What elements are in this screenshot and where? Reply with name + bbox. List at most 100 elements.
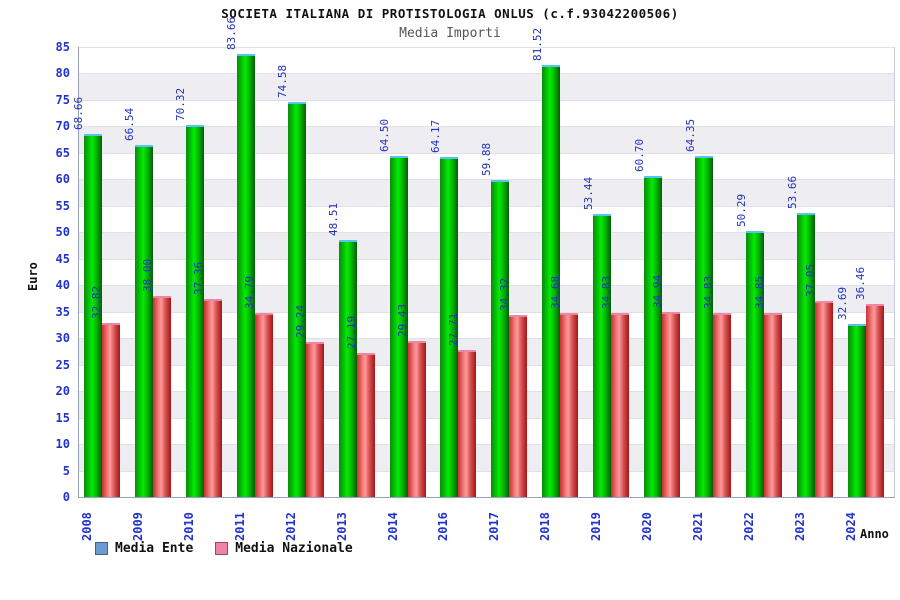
- x-tick-label-2011: 2011: [232, 512, 247, 541]
- gridline: [79, 258, 894, 260]
- bar-media-nazionale-2013: [356, 353, 375, 497]
- y-tick-label: 75: [55, 92, 70, 107]
- bar-value-label: 32.69: [836, 286, 850, 320]
- bar-media-ente-2010: [185, 124, 204, 497]
- x-tick-label-2017: 2017: [487, 512, 502, 541]
- bar-media-ente-2011: [236, 54, 255, 497]
- bar-media-nazionale-2009: [152, 295, 171, 497]
- y-tick-label: 65: [55, 145, 70, 160]
- bar-value-label: 29.43: [396, 304, 410, 338]
- bar-media-nazionale-2021: [713, 312, 732, 497]
- gridline: [79, 99, 894, 101]
- grid-band: [79, 73, 894, 100]
- bar-value-label: 27.71: [446, 313, 460, 347]
- bar-media-ente-2020: [644, 175, 663, 497]
- bar-media-nazionale-2023: [815, 300, 834, 497]
- bar-media-ente-2023: [797, 212, 816, 497]
- bar-media-nazionale-2010: [203, 299, 222, 497]
- legend-label-media-nazionale: Media Nazionale: [235, 541, 353, 556]
- gridline: [79, 126, 894, 128]
- gridline: [79, 179, 894, 181]
- bar-media-ente-2021: [695, 156, 714, 497]
- bar-media-nazionale-2020: [662, 312, 681, 497]
- grid-band: [79, 179, 894, 206]
- bar-value-label: 34.83: [701, 275, 715, 309]
- bar-media-nazionale-2014: [407, 341, 426, 497]
- legend-swatch-media-ente: [95, 542, 108, 555]
- gridline: [79, 470, 894, 472]
- bar-value-label: 64.35: [683, 119, 697, 153]
- y-tick-label: 25: [55, 357, 70, 372]
- bar-media-ente-2014: [389, 155, 408, 497]
- y-tick-label: 30: [55, 331, 70, 346]
- legend-item-media-ente: Media Ente: [95, 541, 193, 556]
- x-tick-label-2010: 2010: [181, 512, 196, 541]
- y-axis-title: Euro: [26, 262, 40, 291]
- bar-value-label: 48.51: [327, 203, 341, 237]
- bar-value-label: 37.36: [192, 262, 206, 296]
- y-tick-label: 5: [62, 463, 70, 478]
- bar-value-label: 34.85: [752, 275, 766, 309]
- y-tick-label: 45: [55, 251, 70, 266]
- x-tick-label-2013: 2013: [334, 512, 349, 541]
- x-tick-label-2023: 2023: [793, 512, 808, 541]
- legend-item-media-nazionale: Media Nazionale: [215, 541, 353, 556]
- y-tick-label: 35: [55, 304, 70, 319]
- y-tick-label: 10: [55, 437, 70, 452]
- bar-media-ente-2019: [593, 214, 612, 497]
- bar-media-ente-2022: [746, 230, 765, 497]
- y-tick-label: 80: [55, 66, 70, 81]
- grid-band: [79, 47, 894, 74]
- legend: Media Ente Media Nazionale: [95, 541, 353, 556]
- bar-value-label: 81.52: [530, 28, 544, 62]
- gridline: [79, 285, 894, 287]
- grid-band: [79, 126, 894, 153]
- bar-media-nazionale-2012: [305, 342, 324, 497]
- bar-value-label: 34.32: [497, 278, 511, 312]
- plot-area: [78, 47, 895, 498]
- bar-media-ente-2008: [83, 133, 102, 497]
- bar-media-ente-2012: [287, 102, 306, 497]
- bar-media-nazionale-2024: [865, 303, 884, 497]
- bar-value-label: 34.79: [243, 275, 257, 309]
- gridline: [79, 47, 894, 48]
- y-tick-label: 40: [55, 278, 70, 293]
- x-tick-label-2022: 2022: [742, 512, 757, 541]
- bar-value-label: 64.50: [378, 118, 392, 152]
- bar-media-nazionale-2022: [764, 312, 783, 497]
- bar-media-ente-2017: [491, 179, 510, 497]
- x-tick-label-2012: 2012: [283, 512, 298, 541]
- bar-value-label: 66.54: [123, 107, 137, 141]
- x-tick-label-2008: 2008: [79, 512, 94, 541]
- y-tick-label: 20: [55, 384, 70, 399]
- y-tick-label: 85: [55, 40, 70, 54]
- grid-band: [79, 152, 894, 180]
- x-tick-label-2019: 2019: [589, 512, 604, 541]
- bar-value-label: 53.44: [581, 176, 595, 211]
- bar-value-label: 59.88: [479, 142, 493, 176]
- legend-label-media-ente: Media Ente: [115, 541, 194, 556]
- bar-value-label: 38.00: [141, 258, 155, 292]
- bar-value-label: 27.19: [345, 315, 359, 350]
- bar-value-label: 83.66: [225, 16, 239, 51]
- bar-value-label: 36.46: [854, 266, 868, 300]
- x-tick-label-2021: 2021: [691, 512, 706, 541]
- bar-value-label: 37.05: [803, 263, 817, 297]
- gridline: [79, 73, 894, 75]
- y-tick-label: 55: [55, 198, 70, 213]
- grid-band: [79, 99, 894, 127]
- bar-media-nazionale-2017: [509, 315, 528, 497]
- bar-value-label: 74.58: [276, 65, 290, 99]
- bar-value-label: 34.94: [650, 274, 664, 309]
- bar-media-nazionale-2019: [611, 312, 630, 497]
- x-tick-label-2009: 2009: [130, 512, 145, 541]
- y-tick-label: 60: [55, 172, 70, 187]
- bar-media-ente-2009: [134, 144, 153, 497]
- grid-band: [79, 205, 894, 233]
- x-axis-title: Anno: [860, 527, 889, 541]
- gridline: [79, 364, 894, 366]
- gridline: [79, 444, 894, 446]
- bar-value-label: 34.68: [548, 276, 562, 310]
- bar-media-ente-2016: [440, 157, 459, 497]
- bar-value-label: 32.82: [90, 286, 104, 320]
